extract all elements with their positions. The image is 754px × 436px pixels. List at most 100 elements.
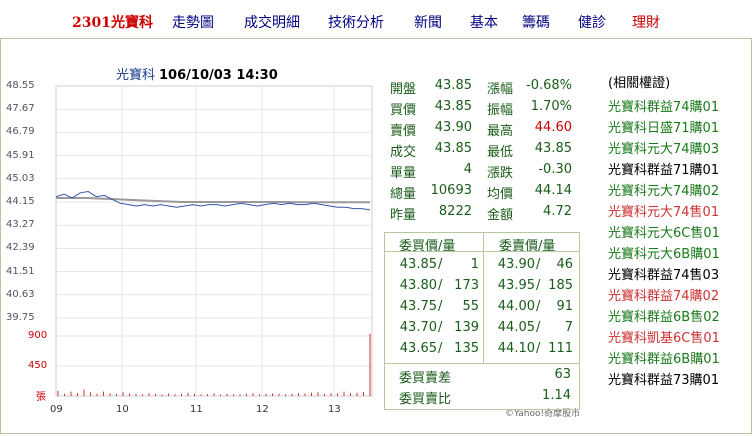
time-tick-label: 12: [256, 404, 269, 415]
quote-label: 最低: [487, 145, 514, 160]
bid-volume: 55: [462, 299, 479, 314]
nav-tab-chips[interactable]: 籌碼: [522, 15, 550, 31]
bid-separator: /: [438, 320, 443, 335]
quote-label: 振幅: [487, 103, 514, 118]
order-book-column-divider: [483, 233, 484, 363]
bid-separator: /: [438, 341, 443, 356]
quote-label: 均價: [487, 187, 514, 202]
price-tick-label: 46.79: [6, 126, 35, 138]
price-tick-label: 45.91: [6, 149, 35, 161]
ask-price: 44.05: [497, 320, 535, 335]
price-tick-label: 48.55: [6, 80, 35, 91]
warrant-link[interactable]: 光寶科群益6B購01: [608, 352, 720, 367]
ask-price: 44.10: [497, 341, 535, 356]
nav-tab-technical[interactable]: 技術分析: [328, 15, 384, 31]
warrant-link[interactable]: 光寶科凱基6C售01: [608, 331, 720, 346]
price-tick-label: 40.63: [6, 288, 35, 300]
quote-label: 開盤: [390, 82, 417, 97]
warrant-link[interactable]: 光寶科元大6C售01: [608, 226, 720, 241]
quote-label: 賣價: [390, 124, 417, 139]
bid-separator: /: [438, 257, 443, 272]
nav-tab-trend-chart[interactable]: 走勢圖: [172, 15, 214, 31]
nav-tab-health[interactable]: 健診: [578, 15, 606, 31]
quote-value: 1.70%: [530, 99, 572, 114]
warrant-link[interactable]: 光寶科群益73購01: [608, 373, 720, 388]
nav-tab-stock-summary[interactable]: 2301光寶科: [72, 15, 153, 31]
warrant-link[interactable]: 光寶科元大74購03: [608, 142, 720, 157]
price-tick-label: 41.51: [6, 265, 35, 277]
bid-volume: 139: [454, 320, 479, 335]
chart-stock-name: 光寶科: [116, 68, 156, 83]
quote-label: 漲幅: [487, 82, 514, 97]
ask-separator: /: [536, 320, 541, 335]
nav-tab-finance[interactable]: 理財: [632, 15, 660, 31]
warrant-link[interactable]: 光寶科元大74購02: [608, 184, 720, 199]
quote-value: 44.60: [534, 120, 572, 135]
warrant-link[interactable]: 光寶科元大6B購01: [608, 247, 720, 262]
warrant-link[interactable]: 光寶科群益71購01: [608, 163, 720, 178]
warrant-link[interactable]: 光寶科群益74購02: [608, 289, 720, 304]
order-diff-label: 委買賣差: [399, 371, 452, 386]
warrant-link[interactable]: 光寶科日盛71購01: [608, 121, 720, 136]
quote-row: 賣價 43.90 最高 44.60: [390, 120, 580, 140]
volume-tick-label: 450: [28, 360, 48, 371]
quote-value: 10693: [430, 183, 472, 198]
ask-price: 43.95: [497, 278, 535, 293]
quote-row: 買價 43.85 振幅 1.70%: [390, 99, 580, 119]
bid-price: 43.65: [399, 341, 437, 356]
price-line: [55, 190, 371, 211]
price-tick-label: 42.39: [6, 242, 35, 254]
order-book-summary-divider: [385, 363, 579, 364]
time-tick-label: 13: [328, 404, 341, 415]
chart-credit: ©Yahoo!奇摩股市: [505, 409, 581, 419]
bid-separator: /: [438, 299, 443, 314]
stock-nav-bar: 2301光寶科 走勢圖 成交明細 技術分析 新聞 基本 籌碼 健診 理財: [0, 0, 754, 40]
quote-value: 43.85: [434, 78, 472, 93]
quote-value: 44.14: [534, 183, 572, 198]
chart-timestamp: 106/10/03 14:30: [159, 68, 278, 83]
ask-separator: /: [536, 257, 541, 272]
order-ratio-value: 1.14: [542, 388, 571, 403]
price-tick-label: 43.27: [6, 219, 35, 231]
quote-label: 總量: [390, 187, 417, 202]
nav-tab-trade-detail[interactable]: 成交明細: [244, 15, 300, 31]
quote-label: 買價: [390, 103, 417, 118]
volume-tick-label: 900: [28, 330, 48, 341]
quote-value: 43.90: [434, 120, 472, 135]
quote-label: 昨量: [390, 208, 417, 223]
quote-value: -0.30: [538, 162, 572, 177]
warrant-link[interactable]: 光寶科群益6B售02: [608, 310, 720, 325]
nav-tab-news[interactable]: 新聞: [414, 15, 442, 31]
order-book: 委買價/量 委賣價/量 43.85/1 43.90/46 43.80/173 43.9…: [384, 232, 580, 410]
quote-label: 單量: [390, 166, 417, 181]
nav-tab-basic[interactable]: 基本: [470, 15, 498, 31]
warrant-link[interactable]: 光寶科群益74售03: [608, 268, 720, 283]
ask-volume: 7: [564, 320, 573, 335]
chart-title: 光寶科 106/10/03 14:30: [116, 64, 278, 83]
bid-price: 43.80: [399, 278, 437, 293]
quote-value: 4.72: [543, 204, 572, 219]
bid-volume: 135: [454, 341, 479, 356]
bid-separator: /: [438, 278, 443, 293]
order-ratio-label: 委買賣比: [399, 392, 452, 407]
bid-price: 43.75: [399, 299, 437, 314]
price-tick-label: 45.03: [6, 172, 35, 184]
quote-label: 成交: [390, 145, 417, 160]
quote-value: 8222: [438, 204, 472, 219]
quote-value: 4: [463, 162, 472, 177]
ask-price: 44.00: [497, 299, 535, 314]
warrant-link[interactable]: 光寶科元大74售01: [608, 205, 720, 220]
quote-row: 昨量 8222 金額 4.72: [390, 204, 580, 224]
bid-volume: 173: [454, 278, 479, 293]
quote-row: 成交 43.85 最低 43.85: [390, 141, 580, 161]
warrant-link[interactable]: 光寶科群益74購01: [608, 100, 720, 115]
quote-label: 漲跌: [487, 166, 514, 181]
ask-volume: 111: [548, 341, 573, 356]
average-price-line: [56, 197, 370, 204]
ask-separator: /: [536, 278, 541, 293]
ask-separator: /: [536, 341, 541, 356]
content-frame: [0, 38, 752, 434]
quote-row: 總量 10693 均價 44.14: [390, 183, 580, 203]
volume-tick-label: 張: [36, 392, 46, 403]
